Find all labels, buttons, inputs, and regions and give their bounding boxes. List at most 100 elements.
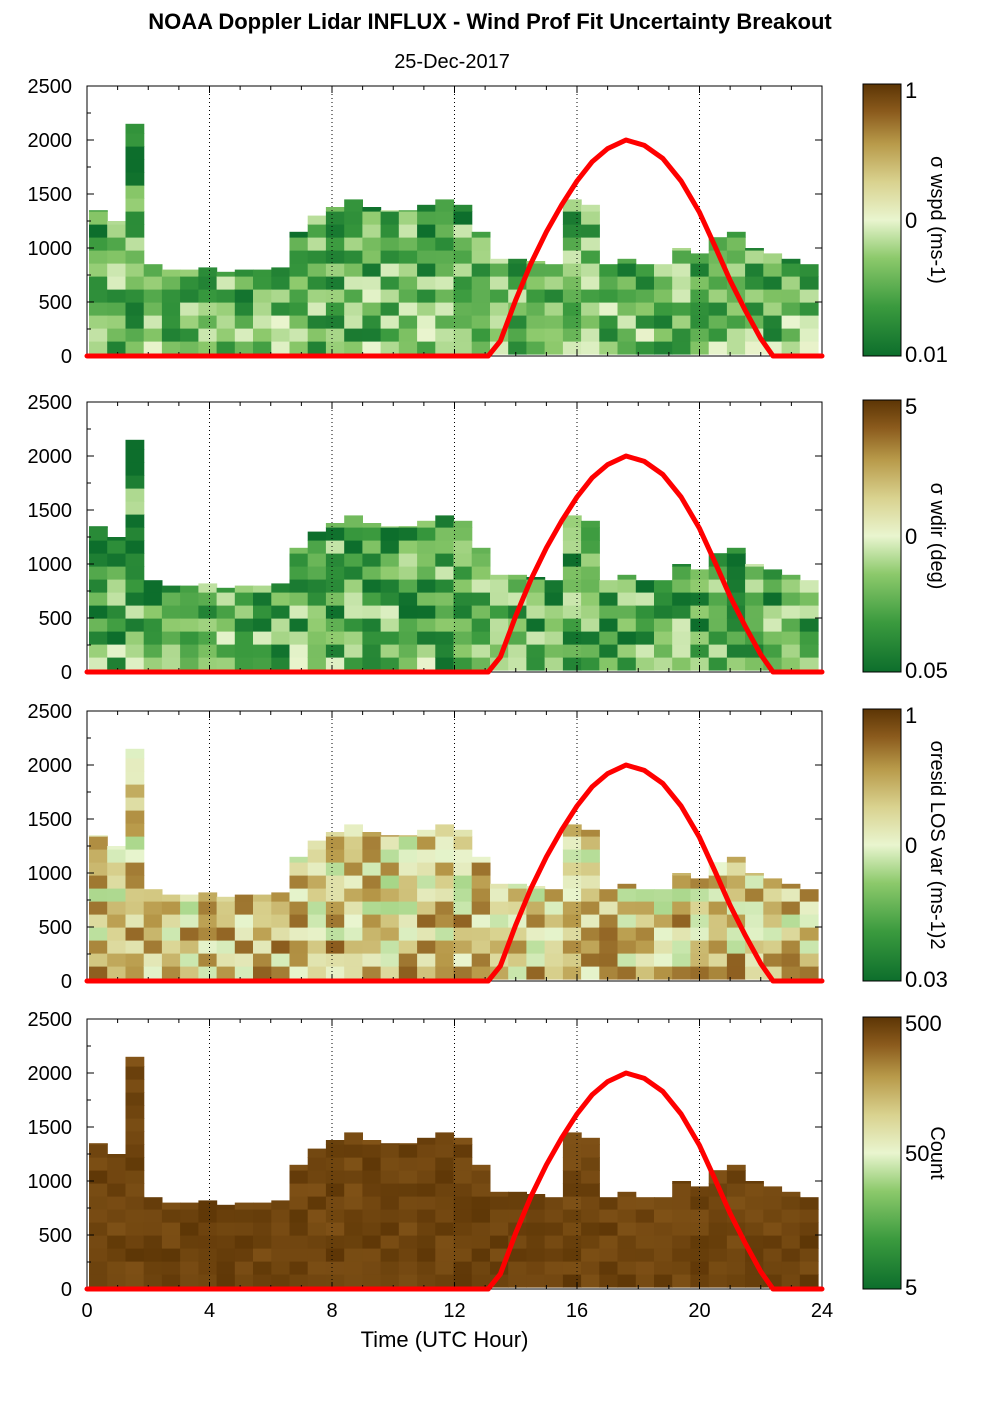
heatmap-cell — [89, 237, 108, 251]
heatmap-cell — [562, 1235, 582, 1249]
heatmap-cell — [726, 631, 746, 645]
heatmap-cell — [344, 888, 363, 902]
heatmap-cell — [763, 888, 783, 902]
heatmap-cell — [107, 1248, 126, 1262]
heatmap-cell — [180, 341, 199, 355]
heatmap-cell — [143, 631, 163, 645]
heatmap-cell — [690, 914, 710, 928]
heatmap-cell — [708, 914, 728, 928]
heatmap-cell — [581, 302, 600, 316]
heatmap-cell — [125, 1056, 145, 1067]
heatmap-cell — [307, 888, 327, 902]
heatmap-cell — [453, 579, 473, 593]
heatmap-cell — [490, 574, 509, 580]
heatmap-cell — [161, 927, 181, 941]
heatmap-cell — [380, 1261, 400, 1275]
colorbar — [862, 708, 902, 982]
heatmap-cell — [471, 553, 491, 567]
heatmap-cell — [398, 210, 418, 212]
heatmap-cell — [380, 1157, 400, 1171]
heatmap-cell — [581, 1235, 600, 1249]
heatmap-cell — [143, 302, 163, 316]
y-tick-label: 500 — [39, 917, 72, 939]
heatmap-cell — [161, 1202, 181, 1210]
heatmap-cell — [125, 566, 145, 580]
heatmap-cell — [289, 618, 309, 632]
heatmap-cell — [581, 263, 600, 277]
heatmap-cell — [490, 914, 509, 928]
heatmap-cell — [599, 631, 619, 645]
heatmap-cell — [471, 657, 491, 671]
heatmap-cell — [271, 1235, 291, 1249]
heatmap-cell — [781, 940, 801, 954]
heatmap-cell — [453, 250, 473, 264]
heatmap-cell — [271, 901, 291, 915]
heatmap-cell — [526, 644, 546, 658]
heatmap-cell — [307, 644, 327, 658]
heatmap-cell — [380, 1235, 400, 1249]
heatmap-cell — [289, 1196, 309, 1210]
heatmap-cell — [471, 631, 491, 645]
heatmap-cell — [216, 289, 236, 303]
heatmap-cell — [344, 224, 363, 238]
heatmap-cell — [781, 1222, 801, 1236]
heatmap-cell — [435, 875, 455, 889]
heatmap-cell — [435, 644, 455, 658]
heatmap-cell — [599, 940, 619, 954]
heatmap-cell — [125, 631, 145, 645]
y-tick-label: 1000 — [28, 554, 73, 576]
heatmap-cell — [253, 302, 272, 316]
heatmap-cell — [526, 1274, 546, 1288]
heatmap-cell — [198, 927, 218, 941]
heatmap-cell — [89, 276, 108, 290]
heatmap-cell — [289, 940, 309, 954]
heatmap-cell — [380, 224, 400, 238]
heatmap-cell — [635, 1197, 655, 1210]
heatmap-cell — [307, 302, 327, 316]
heatmap-cell — [325, 1144, 345, 1158]
heatmap-cell — [125, 862, 145, 876]
heatmap-cell — [708, 940, 728, 954]
heatmap-cell — [435, 940, 455, 954]
heatmap-cell — [599, 889, 619, 902]
heatmap-cell — [89, 836, 108, 850]
heatmap-cell — [672, 873, 691, 876]
heatmap-cell — [107, 250, 126, 264]
heatmap-cell — [799, 592, 819, 606]
heatmap-cell — [562, 566, 582, 580]
heatmap-cell — [271, 341, 291, 355]
heatmap-cell — [271, 631, 291, 645]
heatmap-cell — [325, 579, 345, 593]
heatmap-cell — [726, 566, 746, 580]
heatmap-cell — [471, 888, 491, 902]
heatmap-cell — [362, 1144, 382, 1158]
heatmap-cell — [490, 883, 509, 889]
heatmap-cell — [89, 341, 108, 355]
heatmap-cell — [325, 875, 345, 889]
heatmap-cell — [89, 1157, 108, 1171]
heatmap-cell — [654, 1222, 673, 1236]
heatmap-cell — [526, 966, 546, 980]
heatmap-cell — [216, 914, 236, 928]
heatmap-cell — [344, 199, 363, 212]
heatmap-cell — [325, 1222, 345, 1236]
heatmap-cell — [544, 940, 564, 954]
heatmap-cell — [617, 289, 637, 303]
heatmap-cell — [435, 553, 455, 567]
heatmap-cell — [453, 1183, 473, 1197]
heatmap-cell — [234, 927, 254, 941]
heatmap-cell — [617, 901, 637, 915]
heatmap-cell — [253, 1235, 272, 1249]
heatmap-cell — [453, 657, 473, 671]
heatmap-cell — [781, 1209, 801, 1223]
heatmap-cell — [508, 940, 527, 954]
heatmap-cell — [544, 328, 564, 342]
heatmap-cell — [253, 276, 272, 290]
heatmap-cell — [617, 1222, 637, 1236]
heatmap-cell — [417, 1170, 436, 1184]
heatmap-cell — [107, 631, 126, 645]
heatmap-cell — [161, 901, 181, 915]
heatmap-cell — [125, 1209, 145, 1223]
heatmap-cell — [490, 1209, 509, 1223]
heatmap-cell — [253, 894, 272, 902]
